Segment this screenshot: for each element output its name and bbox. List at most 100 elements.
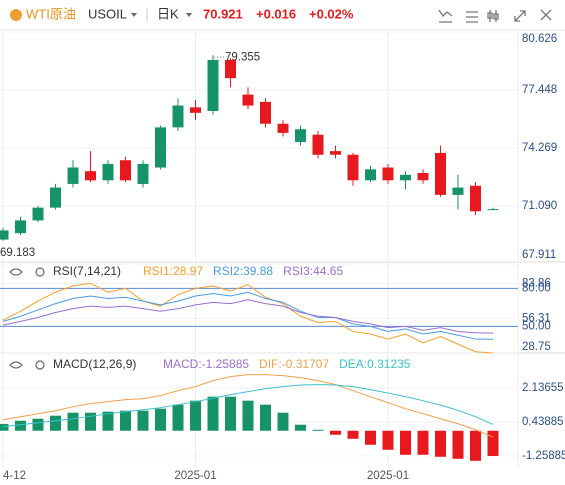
candle-body [347,154,359,181]
candle-body [155,127,166,168]
macd-bar [295,424,306,431]
legend-label: RSI2:39.88 [213,264,273,278]
y-tick-label: 50.00 [522,320,551,332]
legend-label: RSI1:28.97 [143,264,203,278]
indicator-title: RSI(7,14,21) [53,264,121,278]
candle-body [120,160,131,181]
y-tick-label: 56.31 [522,312,551,324]
candle-body [50,187,61,208]
candle-body [207,59,219,111]
legend-label: RSI3:44.65 [283,264,343,278]
macd-bar [172,404,184,431]
macd-bar [470,430,481,461]
macd-bar [225,396,236,431]
eye-icon[interactable] [9,268,23,276]
candle-body [382,167,394,181]
x-tick-label: 2025-01 [174,470,216,482]
macd-bar [347,430,359,439]
macd-bar [137,410,149,431]
candle-body [452,187,464,195]
candle-body [225,59,236,79]
macd-bar [85,412,96,431]
settings-icon[interactable] [35,360,45,370]
change: +0.016 [256,6,296,21]
indicator-button[interactable] [466,11,478,23]
candle-body [312,134,324,155]
macd-bar [365,430,376,445]
draw-tool-button[interactable] [438,9,453,23]
settings-icon[interactable] [35,267,45,277]
close-button[interactable] [540,9,552,21]
x-tick-label: 4-12 [3,470,26,482]
candle-body [137,163,149,184]
symbol-code[interactable]: USOIL [88,6,127,21]
macd-bar [487,430,499,456]
y-tick-label: 0.43885 [522,416,564,428]
macd-bar [207,396,219,431]
rsi-line [2,282,494,354]
candle-body [487,209,499,211]
y-tick-label: 77.448 [522,84,557,96]
y-tick-label: 83.86 [522,278,551,290]
macd-bar [120,410,131,431]
change-pct: +0.02% [309,6,354,21]
y-tick-label: -1.25885 [522,450,565,462]
candle-body [85,171,96,181]
y-tick-label: 74.269 [522,142,557,154]
candle-body [260,101,271,124]
macd-bar [190,400,201,431]
candle-body [32,207,44,221]
macd-bar [417,430,429,455]
low-annotation: 69.183 [0,247,35,259]
candle-body [67,167,79,184]
legend-label: DIF:-0.31707 [259,357,329,371]
y-tick-label: 80.00 [522,282,551,294]
legend-label: DEA:0.31235 [339,357,411,371]
macd-bar [155,408,166,431]
symbol-name[interactable]: WTI原油 [26,6,76,21]
candle-body [172,105,184,128]
chart-type-button[interactable] [487,10,499,22]
price: 70.921 [203,6,243,21]
macd-bar [312,429,324,431]
candle-body [0,230,9,240]
eye-icon[interactable] [9,361,23,369]
macd-bar [15,420,26,431]
candle-body [435,152,446,195]
macd-bar [330,430,341,435]
macd-bar [260,404,271,431]
candle-body [102,163,114,181]
indicator-title: MACD(12,26,9) [53,357,136,371]
y-tick-label: 67.911 [522,249,556,261]
macd-bar [400,430,411,455]
macd-bar [452,430,464,459]
y-tick-label: 2.13655 [522,382,564,394]
macd-line [2,384,494,428]
candle-body [330,151,341,155]
dropdown-arrow[interactable] [131,13,137,17]
macd-bar [277,412,289,431]
y-tick-label: 28.75 [522,341,551,353]
fullscreen-button[interactable] [514,10,526,22]
symbol-icon [10,9,22,21]
macd-bar [67,412,79,431]
candle-body [190,107,201,113]
candle-body [295,129,306,142]
candle-body [277,123,289,133]
candle-body [365,169,376,181]
rsi-line [2,299,494,334]
period[interactable]: 日K [157,6,179,21]
macd-bar [102,411,114,431]
macd-bar [0,423,9,431]
legend-label: MACD:-1.25885 [163,357,249,371]
rsi-line [2,291,494,340]
dropdown-arrow[interactable] [186,13,192,17]
y-tick-label: 71.090 [522,200,557,212]
candle-body [400,174,411,181]
x-tick-label: 2025-01 [367,470,409,482]
macd-bar [382,430,394,450]
y-tick-label: 80.626 [522,33,557,45]
candle-body [417,172,429,181]
